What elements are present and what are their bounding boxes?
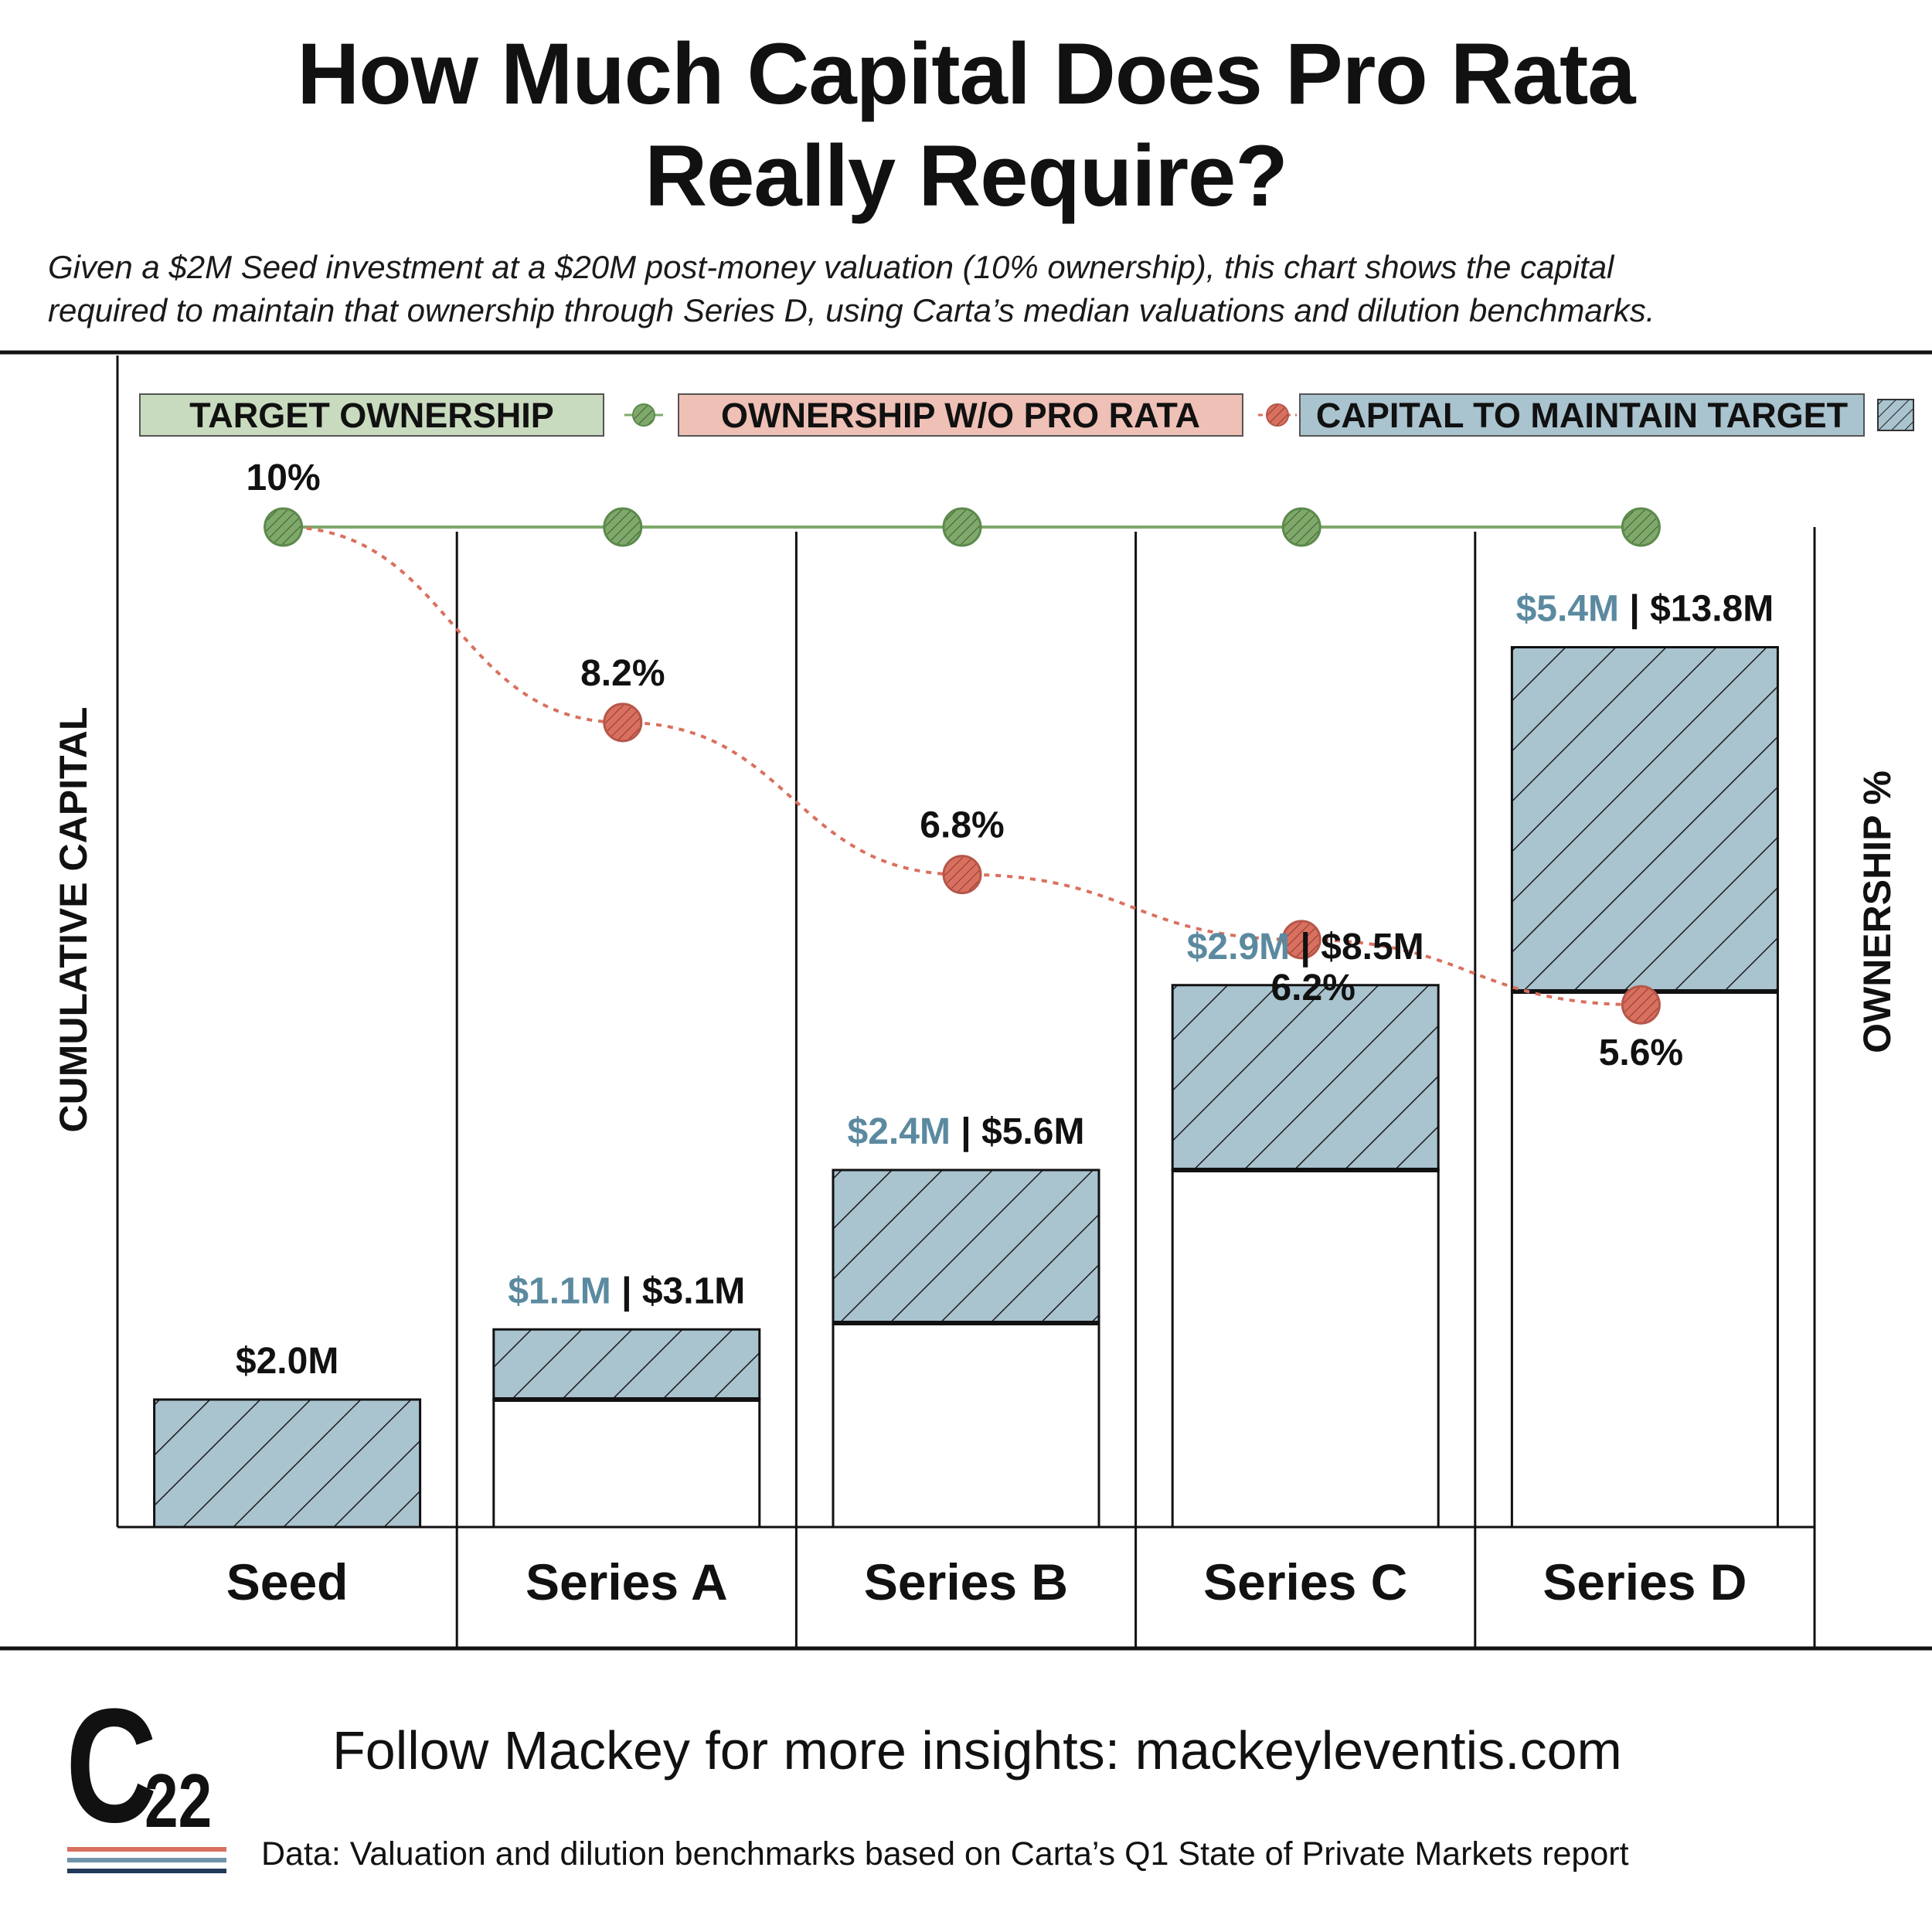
labels-layer: $2.0M Seed $1.1M | $3.1M Series A $2.4M | $5… [226, 457, 1774, 1611]
lines-layer [264, 507, 1661, 1025]
ownership-without-point [942, 855, 982, 895]
bar-value-label: $2.0M [236, 1341, 338, 1382]
legend-without-box [678, 393, 1243, 437]
target-ownership-point [603, 507, 643, 547]
bar-prior-capital [832, 1321, 1100, 1529]
subtitle-line-1: Given a $2M Seed investment at a $20M po… [48, 249, 1614, 285]
ownership-value-label: 6.2% [1270, 968, 1355, 1009]
legend-without-marker [1266, 403, 1289, 427]
logo-number: 22 [145, 1758, 213, 1843]
legend-target-marker [632, 403, 655, 427]
title-line-2: Really Require? [645, 128, 1288, 224]
ownership-value-label: 10% [247, 457, 321, 498]
bar-capital-to-maintain [832, 1168, 1100, 1325]
x-tick-label: Series C [1203, 1553, 1407, 1611]
x-tick-label: Series A [526, 1553, 728, 1611]
target-ownership-point [1281, 507, 1321, 547]
ownership-without-point [603, 702, 643, 743]
title-line-1: How Much Capital Does Pro Rata [297, 26, 1635, 122]
x-tick-label: Seed [226, 1553, 349, 1611]
logo-line-navy [67, 1869, 226, 1873]
legend-capital-label: CAPITAL TO MAINTAIN TARGET [1316, 396, 1848, 435]
legend-without-label: OWNERSHIP W/O PRO RATA [721, 396, 1200, 435]
target-ownership-point [942, 507, 982, 547]
category-dividers [455, 532, 1477, 1648]
bar-value-label: $2.4M | $5.6M [848, 1111, 1085, 1152]
bar-capital-to-maintain [153, 1398, 422, 1529]
target-ownership-point [264, 507, 304, 547]
c22-logo: C 22 [66, 1685, 236, 1886]
bar-capital-to-maintain [492, 1328, 761, 1401]
bar-prior-capital [1510, 990, 1779, 1529]
ownership-value-label: 5.6% [1599, 1032, 1683, 1073]
chart-subtitle: Given a $2M Seed investment at a $20M po… [48, 246, 1887, 332]
y-axis-title: CUMULATIVE CAPITAL [52, 707, 95, 1133]
x-tick-label: Series D [1543, 1553, 1747, 1611]
footer-cta: Follow Mackey for more insights: mackeyl… [332, 1720, 1622, 1781]
ownership-without-point [1621, 985, 1661, 1025]
x-tick-label: Series B [864, 1553, 1068, 1611]
logo-line-blue [67, 1858, 226, 1862]
legend-target-label: TARGET OWNERSHIP [189, 396, 554, 435]
bar-value-label: $2.9M | $8.5M [1187, 927, 1424, 968]
bar-capital-to-maintain [1171, 984, 1440, 1172]
ownership-without-pro-rata-line [283, 526, 1641, 1007]
ownership-value-label: 6.8% [920, 805, 1004, 846]
bar-value-label: $5.4M | $13.8M [1516, 589, 1774, 630]
subtitle-line-2: required to maintain that ownership thro… [48, 292, 1655, 328]
legend-target-box [139, 393, 604, 437]
legend-capital-box [1299, 393, 1865, 437]
bar-capital-to-maintain [1510, 646, 1779, 993]
source-note: Data: Valuation and dilution benchmarks … [261, 1835, 1629, 1872]
legend: TARGET OWNERSHIP OWNERSHIP W/O PRO RATA … [139, 393, 1914, 437]
y2-axis-title: OWNERSHIP % [1855, 770, 1899, 1053]
ownership-without-point [1281, 920, 1321, 960]
logo-line-red [67, 1847, 226, 1852]
ownership-value-label: 8.2% [580, 653, 665, 694]
target-ownership-point [1621, 507, 1661, 547]
bar-prior-capital [492, 1398, 761, 1529]
logo-letter: C [66, 1675, 158, 1856]
bar-prior-capital [1171, 1168, 1440, 1529]
chart-title: How Much Capital Does Pro Rata Really Re… [0, 23, 1932, 227]
bars-layer [153, 646, 1779, 1529]
legend-capital-swatch [1877, 399, 1914, 431]
bar-value-label: $1.1M | $3.1M [508, 1270, 745, 1311]
